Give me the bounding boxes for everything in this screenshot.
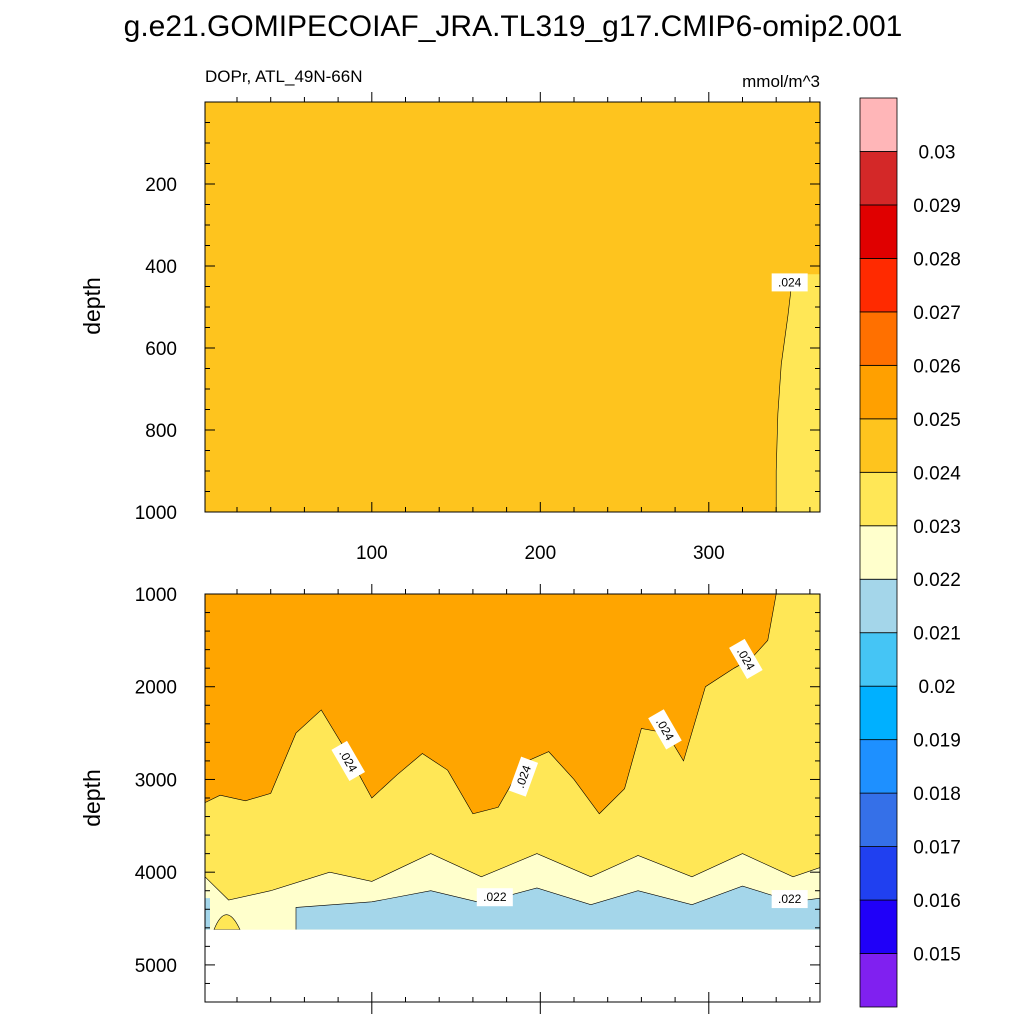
colorbar-swatch <box>859 846 898 901</box>
lower-panel: .024 .024 .024 .024 .022 .022 1000 2000 3000 4000… <box>135 584 821 1014</box>
lower-contour-label-box <box>508 756 539 797</box>
lower-missing-area <box>205 929 820 1002</box>
lower-y-tick-label: 1000 <box>135 585 177 606</box>
lower-contour-label-4: .022 <box>483 890 507 904</box>
lower-contour-label-group: .022 <box>476 888 513 907</box>
lower-contour-label-box <box>331 740 366 781</box>
colorbar-label: 0.021 <box>913 624 961 645</box>
lower-left-edge-blue <box>205 898 210 930</box>
lower-contour-022 <box>295 885 821 930</box>
upper-contour-label-box <box>771 273 808 292</box>
upper-x-tick-label: 200 <box>524 543 556 564</box>
colorbar-swatch <box>859 525 898 580</box>
lower-contour-label-box <box>771 890 808 909</box>
lower-y-tick-label: 5000 <box>135 956 177 977</box>
colorbar-label: 0.029 <box>913 196 961 217</box>
upper-fill-024-025 <box>205 102 820 512</box>
colorbar-swatch <box>859 204 898 259</box>
colorbar-label: 0.026 <box>913 356 961 377</box>
lower-contour-label-group: .024 <box>648 709 682 750</box>
colorbar-label: 0.022 <box>913 570 961 591</box>
upper-y-tick-label: 600 <box>145 339 177 360</box>
upper-contour-label-0: .024 <box>778 275 802 289</box>
colorbar-swatch <box>859 632 898 687</box>
lower-contour-label-group: .024 <box>508 756 539 797</box>
colorbar-swatch <box>859 685 898 741</box>
colorbar-label: 0.023 <box>913 517 961 538</box>
colorbar-label: 0.018 <box>913 784 961 805</box>
upper-panel: .024 200 400 600 800 1000 100 200 300 <box>135 92 821 564</box>
lower-y-tick-label: 3000 <box>135 770 177 791</box>
colorbar-label: 0.03 <box>919 142 956 163</box>
lower-contour-label-group: .024 <box>331 740 366 781</box>
lower-contour-label-group: .024 <box>729 638 763 679</box>
colorbar-swatch <box>859 364 898 420</box>
colorbar-swatch <box>859 311 898 366</box>
colorbar-label: 0.019 <box>913 731 961 752</box>
colorbar: 0.015 0.016 0.017 0.018 0.019 0.02 0.021 0.022 0… <box>859 97 961 1008</box>
lower-y-tick-label: 2000 <box>135 678 177 699</box>
colorbar-label: 0.016 <box>913 891 961 912</box>
upper-y-tick-label: 400 <box>145 257 177 278</box>
lower-contour-024 <box>204 593 777 815</box>
subtitle-right: mmol/m^3 <box>742 72 820 91</box>
colorbar-swatch <box>859 739 898 794</box>
colorbar-swatch <box>859 471 898 527</box>
colorbar-label: 0.02 <box>919 677 956 698</box>
colorbar-swatch <box>859 97 898 152</box>
main-title: g.e21.GOMIPECOIAF_JRA.TL319_g17.CMIP6-om… <box>124 10 903 43</box>
colorbar-swatch <box>859 953 898 1008</box>
upper-y-tick-label: 1000 <box>135 503 177 524</box>
colorbar-swatch <box>859 899 898 954</box>
lower-contour-label-box <box>729 638 763 679</box>
upper-y-tick-label: 800 <box>145 421 177 442</box>
colorbar-label: 0.025 <box>913 410 961 431</box>
colorbar-label: 0.027 <box>913 303 961 324</box>
subtitle-left: DOPr, ATL_49N-66N <box>205 67 362 86</box>
lower-region-024-025 <box>205 594 777 814</box>
lower-left-bump <box>213 914 241 930</box>
colorbar-label: 0.015 <box>913 945 961 966</box>
lower-contour-label-5: .022 <box>778 892 802 906</box>
upper-region-023-024 <box>776 274 820 512</box>
lower-contour-023 <box>204 853 821 901</box>
upper-y-axis-label: depth <box>79 277 105 335</box>
lower-y-tick-label: 4000 <box>135 863 177 884</box>
colorbar-swatch <box>859 418 898 473</box>
colorbar-label: 0.028 <box>913 249 961 270</box>
colorbar-label: 0.017 <box>913 838 961 859</box>
colorbar-swatch <box>859 258 898 313</box>
lower-contour-label-box <box>476 888 513 907</box>
upper-x-tick-label: 100 <box>356 543 388 564</box>
colorbar-swatch <box>859 578 898 634</box>
upper-y-tick-label: 200 <box>145 175 177 196</box>
colorbar-swatch <box>859 151 898 206</box>
lower-contour-label-group: .022 <box>771 890 808 909</box>
lower-contour-label-box <box>648 709 682 750</box>
colorbar-swatch <box>859 792 898 847</box>
upper-x-tick-label: 300 <box>693 543 725 564</box>
colorbar-label: 0.024 <box>913 463 961 484</box>
lower-region-021-022 <box>295 886 820 930</box>
lower-y-axis-label: depth <box>79 769 105 827</box>
